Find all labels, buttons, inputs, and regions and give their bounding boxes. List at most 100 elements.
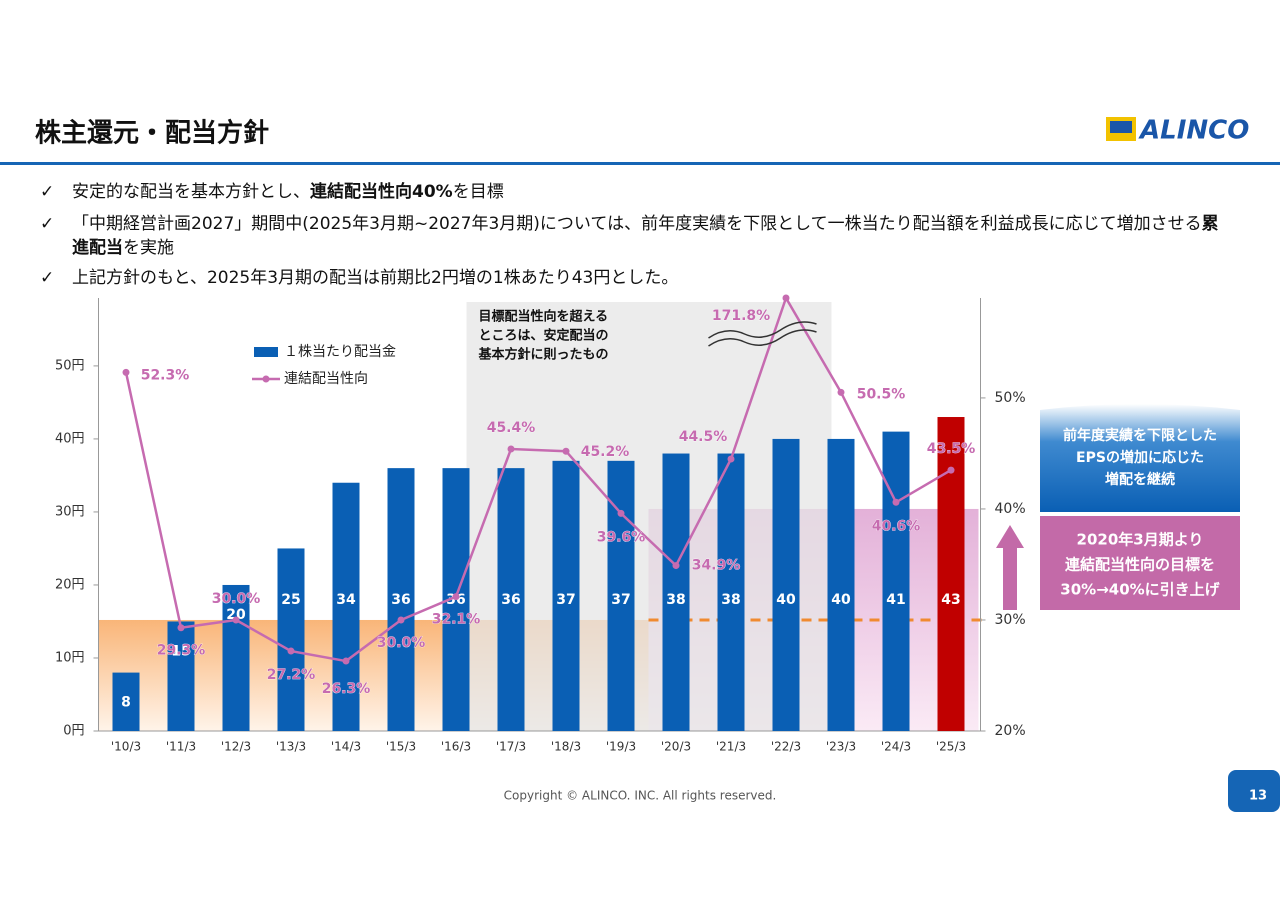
bar-label: 43	[941, 592, 960, 608]
bar-label: 40	[776, 592, 796, 608]
slide-title: 株主還元・配当方針	[35, 118, 269, 149]
line-point	[837, 388, 845, 396]
x-tick-label: '21/3	[716, 740, 746, 754]
callout-box	[1040, 516, 1240, 610]
title-rule	[0, 162, 1280, 165]
line-point	[672, 562, 680, 570]
x-tick-label: '20/3	[661, 740, 691, 754]
legend-swatch	[262, 375, 270, 383]
x-tick-label: '15/3	[386, 740, 416, 754]
x-tick-label: '23/3	[826, 740, 856, 754]
bar-label: 15	[171, 643, 190, 659]
line-point	[122, 368, 130, 376]
line-label: 39.6%	[597, 529, 646, 545]
line-point	[342, 657, 350, 665]
line-point	[617, 509, 625, 517]
x-tick-label: '18/3	[551, 740, 581, 754]
bar-label: 34	[336, 592, 356, 608]
line-point	[947, 466, 955, 474]
x-tick-label: '24/3	[881, 740, 911, 754]
page-badge	[1228, 770, 1280, 812]
callout-text: 30%→40%に引き上げ	[1060, 581, 1220, 599]
bullet-segment: 連結配当性向40%	[310, 182, 453, 202]
callout-text: 前年度実績を下限とした	[1063, 427, 1217, 444]
line-label: 34.9%	[692, 558, 741, 574]
line-point	[452, 593, 460, 601]
line-point	[177, 624, 185, 632]
bar-label: 40	[831, 592, 851, 608]
note-region	[466, 302, 832, 731]
y-tick-label: 50円	[55, 358, 85, 373]
line-label: 26.3%	[322, 681, 371, 697]
bar	[717, 453, 745, 731]
axis-break	[708, 329, 817, 347]
x-tick-label: '16/3	[441, 740, 471, 754]
bullet: ✓ 上記方針のもと、2025年3月期の配当は前期比2円増の1株あたり43円とした。	[40, 266, 1220, 290]
y-tick-label: 10円	[55, 650, 85, 665]
line-label: 171.8%	[712, 308, 770, 324]
x-tick-label: '10/3	[111, 740, 141, 754]
note-text: 基本方針に則ったもの	[478, 347, 609, 363]
bullet-segment: 「中期経営計画2027」期間中(2025年3月期~2027年3月期)については、…	[72, 214, 1202, 234]
bar-label: 25	[281, 592, 300, 608]
bullet: ✓ 「中期経営計画2027」期間中(2025年3月期~2027年3月期)については…	[40, 212, 1220, 260]
bar	[662, 453, 690, 731]
axis-break	[708, 321, 817, 339]
bullet-segment: 安定的な配当を基本方針とし、	[72, 182, 310, 202]
legend-label: 連結配当性向	[284, 371, 368, 387]
bar-label: 20	[226, 607, 246, 623]
line-label: 45.2%	[581, 444, 630, 460]
x-tick-label: '12/3	[221, 740, 251, 754]
bullet-segment: を目標	[452, 182, 504, 202]
x-tick-label: '22/3	[771, 740, 801, 754]
x-tick-label: '17/3	[496, 740, 526, 754]
check-icon: ✓	[40, 268, 55, 288]
bullet-text: 上記方針のもと、2025年3月期の配当は前期比2円増の1株あたり43円とした。	[72, 266, 1220, 290]
y2-tick-label: 30%	[995, 612, 1026, 628]
x-tick-label: '11/3	[166, 740, 196, 754]
x-tick-label: '14/3	[331, 740, 361, 754]
line-label: 29.3%	[157, 643, 206, 659]
x-tick-label: '19/3	[606, 740, 636, 754]
bar	[552, 460, 580, 731]
bar	[827, 438, 855, 731]
legend-label: １株当たり配当金	[284, 344, 396, 360]
bar	[882, 431, 910, 731]
bullet-text: 「中期経営計画2027」期間中(2025年3月期~2027年3月期)については、…	[72, 212, 1220, 260]
bullet-segment: を実施	[123, 238, 174, 258]
bar-label: 8	[121, 695, 131, 711]
callout-text: 連結配当性向の目標を	[1065, 556, 1215, 574]
bar-label: 37	[556, 592, 575, 608]
x-tick-label: '13/3	[276, 740, 306, 754]
bar-label: 38	[666, 592, 685, 608]
arrow	[996, 525, 1024, 610]
y2-tick-label: 50%	[995, 390, 1026, 406]
line-label: 52.3%	[141, 367, 190, 383]
y-tick-label: 20円	[55, 577, 85, 592]
bar-label: 36	[501, 592, 520, 608]
x-tick-label: '25/3	[936, 740, 966, 754]
callout-text: EPSの増加に応じた	[1076, 449, 1204, 466]
note-text: ところは、安定配当の	[479, 328, 609, 344]
bar	[222, 584, 250, 731]
logo-text: ALINCO	[1138, 116, 1249, 146]
bar	[387, 468, 415, 731]
line-label: 43.5%	[927, 441, 976, 457]
line-point	[232, 616, 240, 624]
bar-label: 41	[886, 592, 905, 608]
line-label: 32.1%	[432, 612, 481, 628]
line-point	[287, 647, 295, 655]
line-label: 45.4%	[487, 420, 536, 436]
bar-label: 38	[721, 592, 740, 608]
bar-label: 37	[611, 592, 630, 608]
callout-text: 増配を継続	[1105, 471, 1175, 488]
check-icon: ✓	[40, 182, 55, 202]
line-label: 30.0%	[212, 591, 261, 607]
line-label: 27.2%	[267, 667, 316, 683]
bullet-segment: 上記方針のもと、2025年3月期の配当は前期比2円増の1株あたり43円とした。	[72, 268, 679, 288]
y2-tick-label: 20%	[995, 723, 1026, 739]
logo: ALINCO	[1106, 116, 1249, 146]
